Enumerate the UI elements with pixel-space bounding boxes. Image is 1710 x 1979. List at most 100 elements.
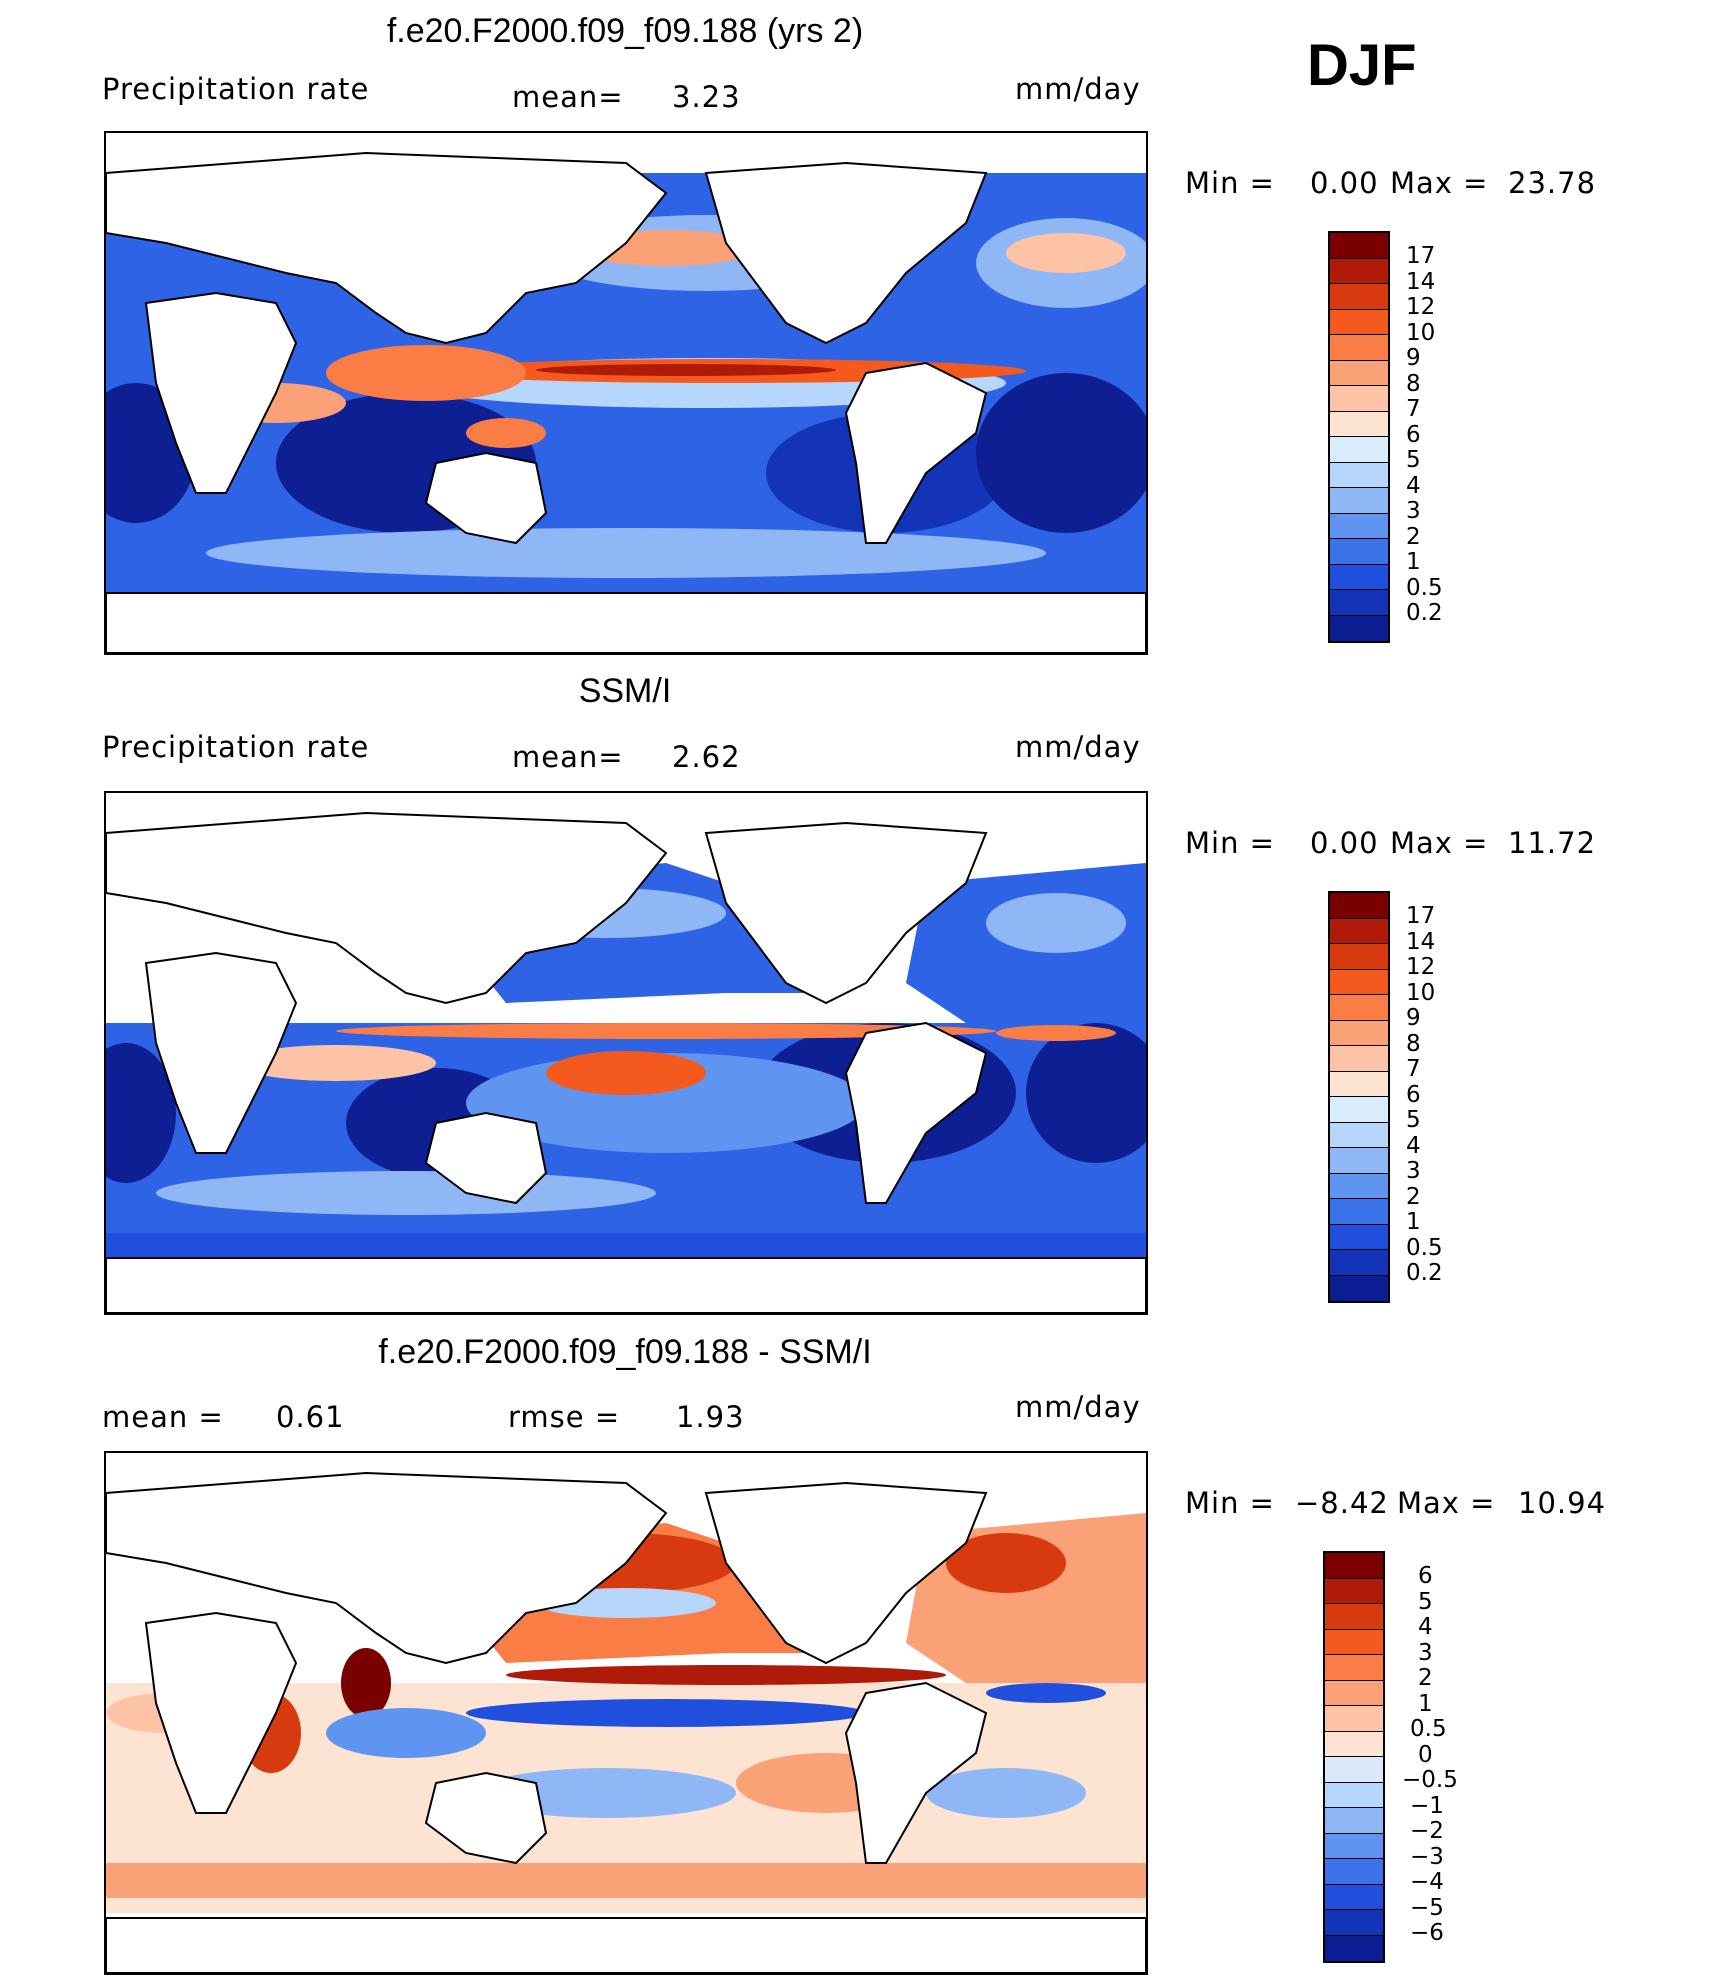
colorbar-tick-label: 9 bbox=[1406, 1005, 1421, 1031]
colorbar-tick-label: −4 bbox=[1410, 1869, 1444, 1895]
colorbar-tick-label: 6 bbox=[1406, 422, 1421, 448]
colorbar-tick-label: −1 bbox=[1410, 1793, 1444, 1819]
colorbar-swatch bbox=[1330, 1199, 1388, 1225]
colorbar-swatch bbox=[1330, 488, 1388, 514]
colorbar-tick-label: 9 bbox=[1406, 345, 1421, 371]
panel-diff-units: mm/day bbox=[1015, 1390, 1141, 1424]
colorbar-tick-label: 0.2 bbox=[1406, 1260, 1443, 1286]
panel-obs-title: SSM/I bbox=[578, 672, 672, 710]
colorbar-tick-label: 2 bbox=[1418, 1665, 1433, 1691]
colorbar-tick-label: 14 bbox=[1406, 269, 1436, 295]
colorbar-swatch bbox=[1330, 513, 1388, 539]
colorbar-tick-label: 1 bbox=[1406, 1209, 1421, 1235]
colorbar-swatch bbox=[1325, 1935, 1383, 1961]
colorbar-swatch bbox=[1330, 564, 1388, 590]
colorbar-tick-label: 4 bbox=[1418, 1614, 1433, 1640]
colorbar-swatch bbox=[1330, 360, 1388, 386]
colorbar-tick-label: 12 bbox=[1406, 294, 1436, 320]
colorbar-tick-label: 0.5 bbox=[1406, 575, 1443, 601]
panel-model-min-label: Min = bbox=[1185, 166, 1275, 200]
colorbar-swatch bbox=[1325, 1553, 1383, 1579]
colorbar-swatch bbox=[1325, 1680, 1383, 1706]
panel-obs-max-value: 11.72 bbox=[1508, 826, 1597, 860]
colorbar-swatch bbox=[1330, 258, 1388, 284]
panel-obs-variable-label: Precipitation rate bbox=[102, 730, 370, 764]
colorbar-tick-label: 2 bbox=[1406, 524, 1421, 550]
colorbar-tick-label: −3 bbox=[1410, 1844, 1444, 1870]
panel-model-units: mm/day bbox=[1015, 72, 1141, 106]
colorbar-swatch bbox=[1330, 1250, 1388, 1276]
colorbar-swatch bbox=[1325, 1655, 1383, 1681]
colorbar-swatch bbox=[1330, 462, 1388, 488]
panel-obs-min-label: Min = bbox=[1185, 826, 1275, 860]
colorbar-tick-label: −0.5 bbox=[1402, 1767, 1458, 1793]
panel-obs-colorbar bbox=[1328, 891, 1390, 1303]
panel-model-min-value: 0.00 bbox=[1310, 166, 1379, 200]
colorbar-swatch bbox=[1330, 995, 1388, 1021]
panel-obs-max-label: Max = bbox=[1390, 826, 1489, 860]
colorbar-tick-label: 7 bbox=[1406, 1056, 1421, 1082]
colorbar-tick-label: 5 bbox=[1418, 1589, 1433, 1615]
panel-model-map bbox=[104, 131, 1148, 655]
colorbar-swatch bbox=[1325, 1706, 1383, 1732]
colorbar-tick-label: 10 bbox=[1406, 980, 1436, 1006]
panel-model-variable-label: Precipitation rate bbox=[102, 72, 370, 106]
colorbar-swatch bbox=[1330, 969, 1388, 995]
colorbar-swatch bbox=[1330, 590, 1388, 616]
panel-obs-mean-value: 2.62 bbox=[672, 740, 741, 774]
panel-model-mean-value: 3.23 bbox=[672, 80, 741, 114]
colorbar-swatch bbox=[1325, 1757, 1383, 1783]
panel-diff-title: f.e20.F2000.f09_f09.188 - SSM/I bbox=[378, 1333, 872, 1371]
colorbar-swatch bbox=[1330, 1148, 1388, 1174]
colorbar-swatch bbox=[1330, 284, 1388, 310]
colorbar-swatch bbox=[1330, 411, 1388, 437]
colorbar-swatch bbox=[1330, 918, 1388, 944]
colorbar-tick-label: 17 bbox=[1406, 243, 1436, 269]
colorbar-swatch bbox=[1330, 539, 1388, 565]
panel-obs-map bbox=[104, 791, 1148, 1315]
colorbar-swatch bbox=[1330, 1097, 1388, 1123]
panel-diff-mean-label: mean = bbox=[102, 1400, 224, 1434]
colorbar-tick-label: 4 bbox=[1406, 473, 1421, 499]
colorbar-tick-label: 8 bbox=[1406, 371, 1421, 397]
colorbar-tick-label: 5 bbox=[1406, 447, 1421, 473]
colorbar-tick-label: 12 bbox=[1406, 954, 1436, 980]
colorbar-swatch bbox=[1325, 1782, 1383, 1808]
colorbar-tick-label: 6 bbox=[1418, 1563, 1433, 1589]
colorbar-swatch bbox=[1325, 1629, 1383, 1655]
panel-diff-rmse-label: rmse = bbox=[508, 1400, 621, 1434]
colorbar-swatch bbox=[1325, 1859, 1383, 1885]
colorbar-swatch bbox=[1330, 233, 1388, 259]
colorbar-tick-label: 10 bbox=[1406, 320, 1436, 346]
colorbar-tick-label: 6 bbox=[1406, 1082, 1421, 1108]
panel-diff-mean-value: 0.61 bbox=[276, 1400, 345, 1434]
panel-diff-min-label: Min = bbox=[1185, 1486, 1275, 1520]
colorbar-tick-label: 0 bbox=[1418, 1742, 1433, 1768]
panel-diff-min-value: −8.42 bbox=[1295, 1486, 1389, 1520]
colorbar-swatch bbox=[1330, 1275, 1388, 1301]
colorbar-swatch bbox=[1330, 335, 1388, 361]
colorbar-tick-label: 2 bbox=[1406, 1184, 1421, 1210]
panel-model-max-value: 23.78 bbox=[1508, 166, 1597, 200]
colorbar-swatch bbox=[1325, 1884, 1383, 1910]
colorbar-swatch bbox=[1325, 1808, 1383, 1834]
colorbar-swatch bbox=[1325, 1578, 1383, 1604]
colorbar-tick-label: 1 bbox=[1418, 1691, 1433, 1717]
colorbar-swatch bbox=[1325, 1604, 1383, 1630]
panel-model-title: f.e20.F2000.f09_f09.188 (yrs 2) bbox=[386, 12, 864, 50]
colorbar-tick-label: 4 bbox=[1406, 1133, 1421, 1159]
colorbar-tick-label: 3 bbox=[1406, 1158, 1421, 1184]
panel-diff-map bbox=[104, 1451, 1148, 1975]
panel-obs-mean-label: mean= bbox=[512, 740, 624, 774]
colorbar-tick-label: 0.5 bbox=[1406, 1235, 1443, 1261]
panel-model-max-label: Max = bbox=[1390, 166, 1489, 200]
colorbar-tick-label: 8 bbox=[1406, 1031, 1421, 1057]
colorbar-tick-label: −5 bbox=[1410, 1895, 1444, 1921]
colorbar-tick-label: 17 bbox=[1406, 903, 1436, 929]
panel-obs-min-value: 0.00 bbox=[1310, 826, 1379, 860]
colorbar-tick-label: 0.5 bbox=[1410, 1716, 1447, 1742]
colorbar-swatch bbox=[1325, 1910, 1383, 1936]
season-label: DJF bbox=[1307, 33, 1417, 98]
colorbar-swatch bbox=[1330, 1224, 1388, 1250]
colorbar-swatch bbox=[1325, 1731, 1383, 1757]
